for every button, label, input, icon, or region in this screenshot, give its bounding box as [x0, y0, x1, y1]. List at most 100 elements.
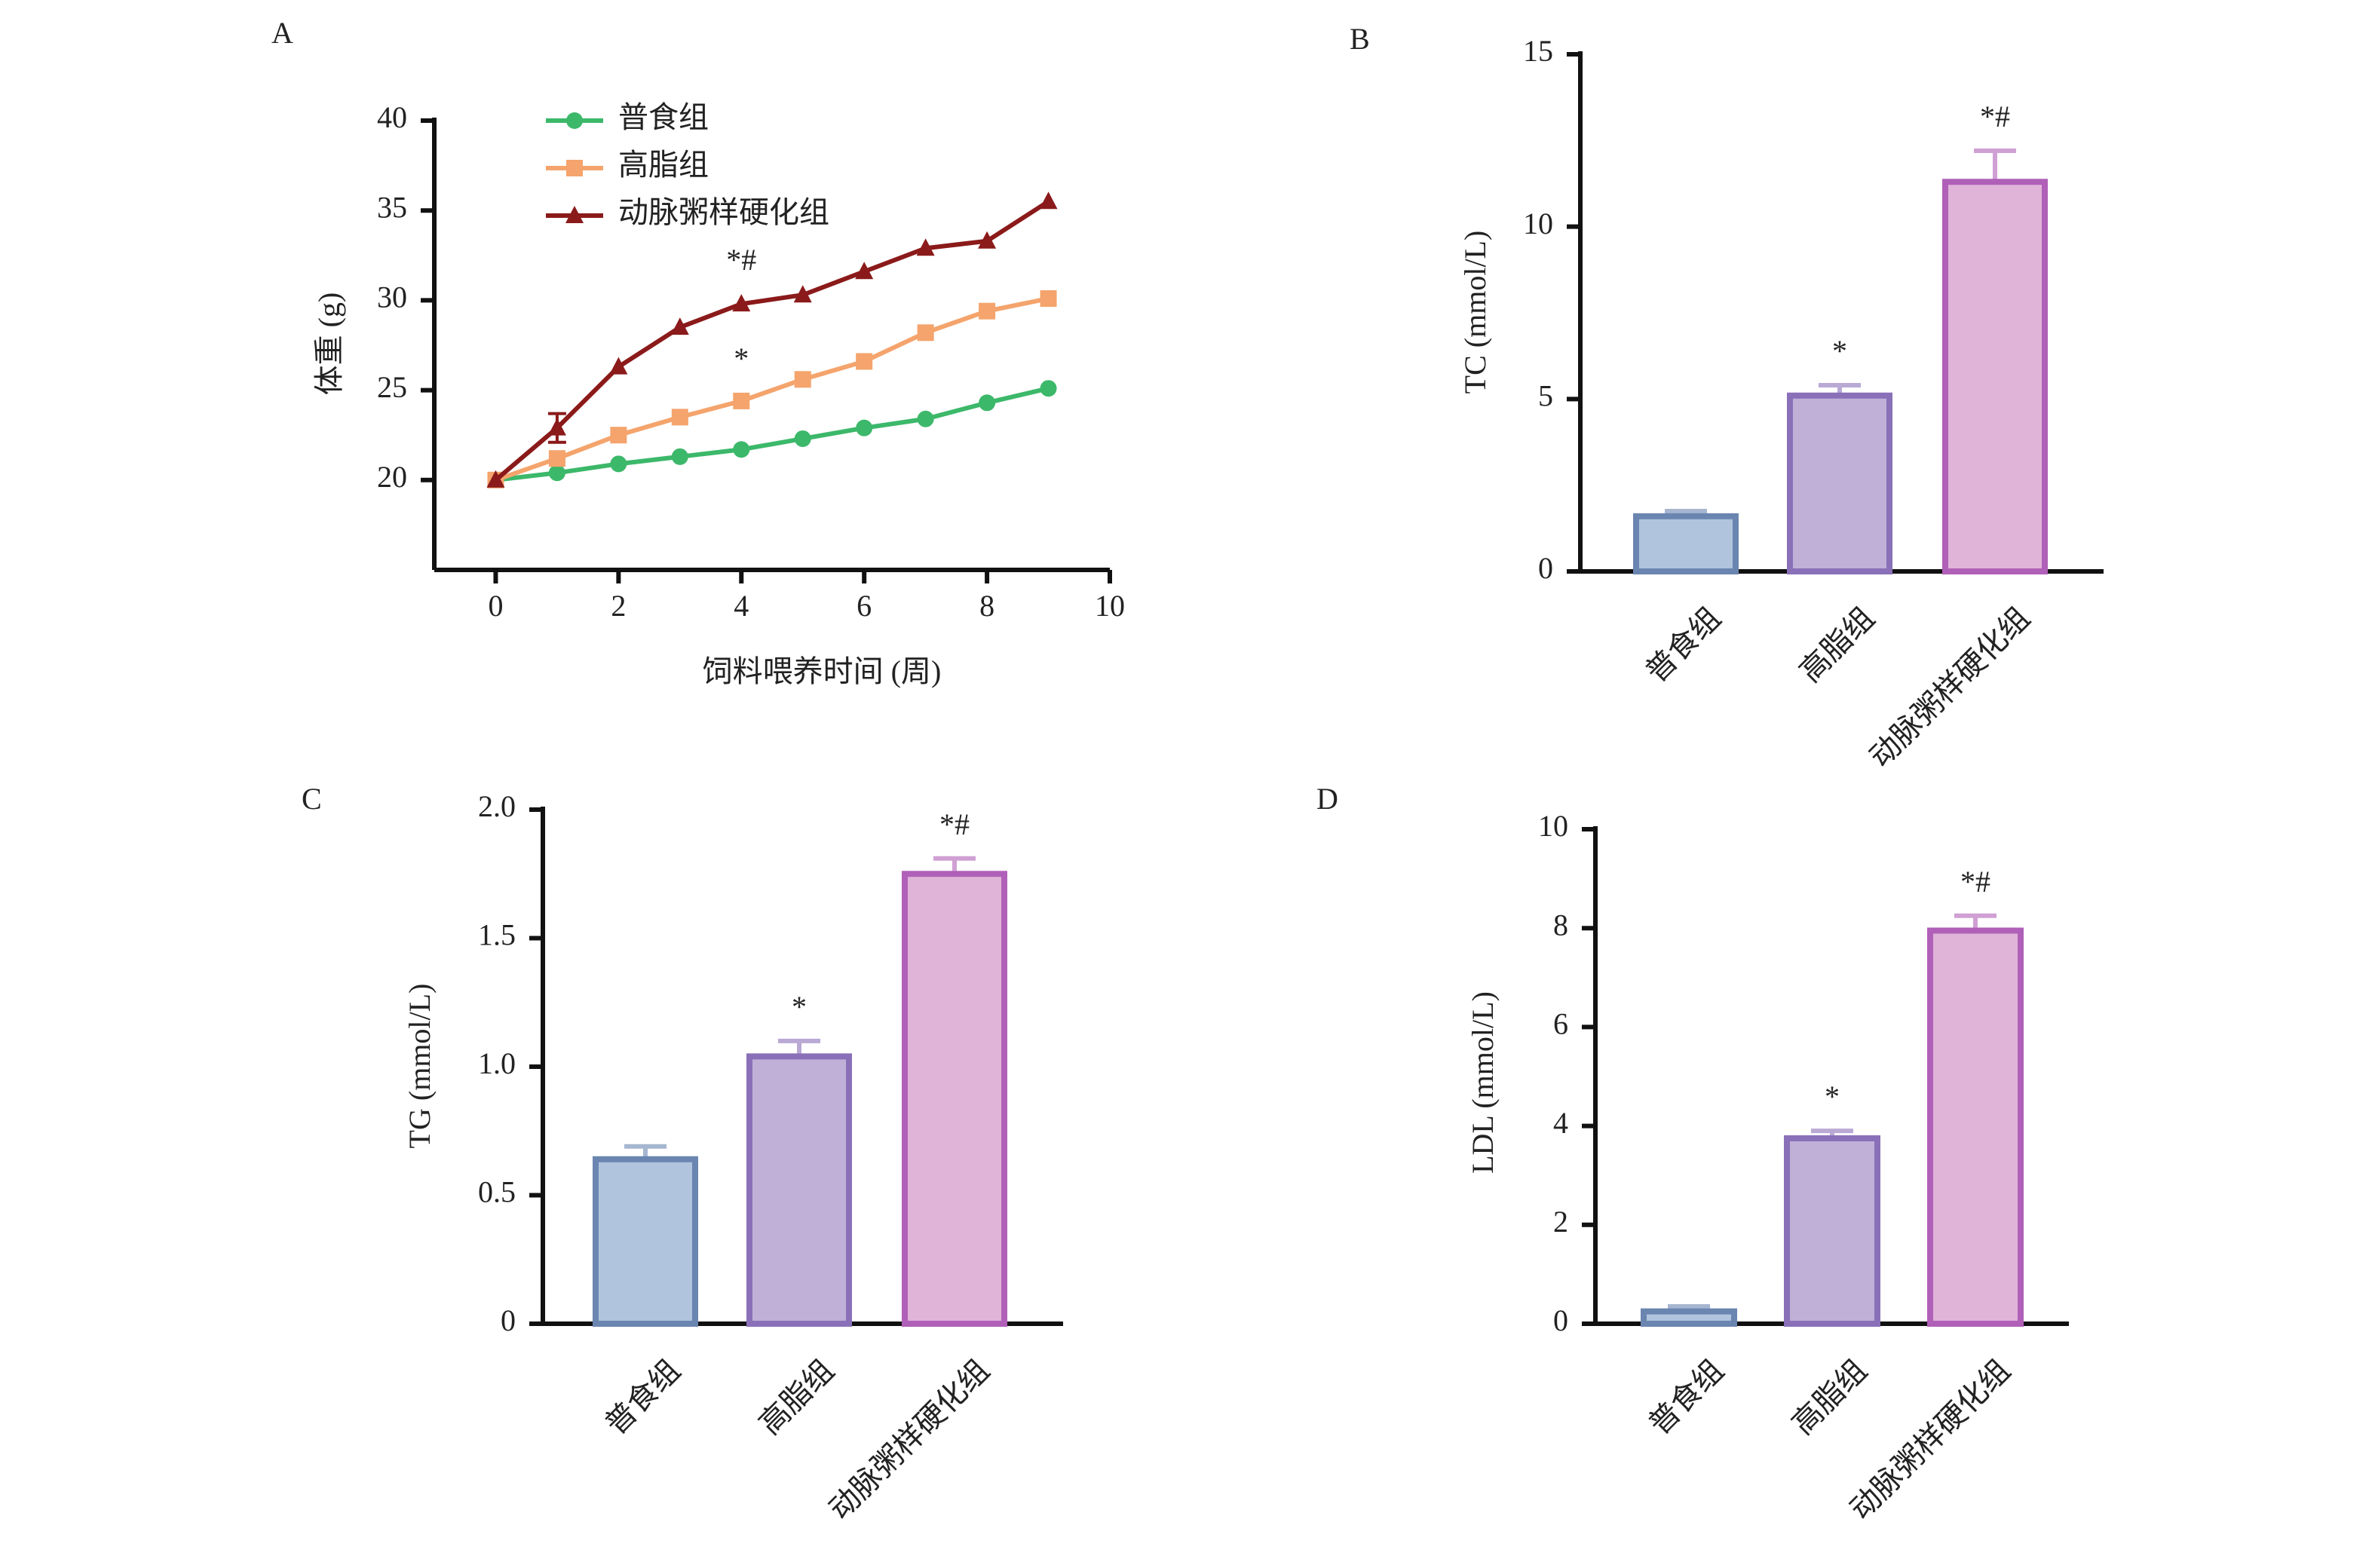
y-tick-label: 1.5	[478, 918, 516, 952]
y-tick-label: 30	[377, 280, 407, 314]
marker	[671, 409, 688, 426]
y-tick-label: 15	[1523, 34, 1553, 68]
marker	[793, 285, 812, 303]
panel-label: D	[1316, 782, 1338, 816]
y-tick-label: 10	[1523, 207, 1553, 240]
marker	[486, 470, 505, 488]
marker	[855, 262, 874, 280]
y-tick-label: 0	[501, 1303, 516, 1337]
x-tick-label: 动脉粥样硬化组	[823, 1353, 996, 1527]
series-line	[494, 199, 1050, 482]
y-tick-label: 10	[1538, 809, 1568, 843]
annotation: *#	[1980, 100, 2010, 133]
y-tick-label: 2	[1553, 1205, 1568, 1239]
y-axis-label: 体重 (g)	[312, 292, 346, 396]
x-tick-label: 2	[611, 589, 626, 623]
annotation: *	[734, 341, 749, 375]
annotation: *	[792, 990, 807, 1024]
x-tick-label: 普食组	[1639, 601, 1727, 689]
marker	[794, 371, 811, 388]
marker	[794, 430, 811, 447]
y-tick-label: 40	[377, 100, 407, 134]
bar	[902, 871, 1007, 1327]
y-tick-label: 20	[377, 460, 407, 494]
x-tick-label: 动脉粥样硬化组	[1863, 601, 2036, 774]
x-tick-label: 4	[734, 589, 749, 623]
y-tick-label: 8	[1553, 908, 1568, 942]
x-tick-label: 高脂组	[1793, 601, 1881, 689]
marker	[1039, 191, 1058, 210]
x-tick-label: 0	[488, 589, 503, 623]
y-tick-label: 25	[377, 370, 407, 404]
y-axis-label: LDL (mmol/L)	[1466, 991, 1500, 1174]
marker	[1040, 380, 1057, 397]
marker	[671, 448, 688, 465]
legend-marker	[566, 112, 583, 129]
x-tick-label: 普食组	[599, 1353, 687, 1441]
y-axis-label: TC (mmol/L)	[1458, 231, 1492, 394]
marker	[917, 410, 934, 427]
x-tick-label: 高脂组	[752, 1353, 841, 1441]
panel-label: C	[302, 782, 322, 816]
marker	[733, 441, 750, 458]
y-tick-label: 0	[1538, 551, 1553, 585]
y-tick-label: 2.0	[478, 789, 516, 823]
annotation: *	[1825, 1080, 1840, 1113]
marker	[978, 231, 997, 249]
series-line	[495, 386, 1050, 482]
marker	[610, 427, 627, 444]
annotation: *#	[939, 807, 970, 841]
marker	[609, 357, 628, 375]
series-line	[495, 296, 1050, 482]
marker	[610, 455, 627, 473]
bar	[1927, 927, 2024, 1327]
bar	[1641, 1308, 1737, 1327]
y-tick-label: 4	[1553, 1106, 1568, 1140]
y-axis-label: TG (mmol/L)	[403, 984, 437, 1149]
annotation: *	[1832, 334, 1847, 368]
y-tick-label: 35	[377, 190, 407, 224]
marker	[1040, 290, 1057, 308]
y-tick-label: 0	[1553, 1303, 1568, 1337]
legend-marker	[565, 206, 584, 223]
marker	[979, 394, 996, 412]
panel-label: A	[271, 16, 293, 50]
annotation: *#	[1960, 865, 1990, 899]
x-tick-label: 8	[979, 589, 994, 623]
y-tick-label: 1.0	[478, 1046, 516, 1080]
y-tick-label: 0.5	[478, 1175, 516, 1209]
marker	[548, 450, 565, 467]
marker	[732, 294, 751, 312]
legend-label: 高脂组	[618, 148, 709, 182]
x-tick-label: 6	[857, 589, 872, 623]
legend-label: 动脉粥样硬化组	[618, 195, 829, 229]
marker	[917, 324, 934, 341]
marker	[547, 418, 566, 436]
legend-marker	[566, 160, 583, 176]
error-bar	[1974, 149, 2016, 182]
bar	[593, 1156, 698, 1328]
x-tick-label: 10	[1095, 589, 1125, 623]
bar	[1784, 1135, 1880, 1327]
bar	[1942, 179, 2048, 575]
x-tick-label: 普食组	[1642, 1353, 1730, 1441]
panel-label: B	[1350, 22, 1370, 56]
marker	[733, 392, 750, 409]
y-tick-label: 5	[1538, 379, 1553, 413]
bar	[1787, 392, 1892, 575]
bar	[1633, 513, 1739, 574]
y-tick-label: 6	[1553, 1007, 1568, 1041]
annotation: *#	[726, 243, 756, 277]
legend-label: 普食组	[618, 100, 709, 134]
x-tick-label: 高脂组	[1785, 1353, 1874, 1441]
marker	[548, 464, 565, 482]
x-axis-label: 饲料喂养时间 (周)	[703, 654, 942, 688]
marker	[979, 302, 996, 320]
marker	[670, 317, 689, 335]
bar	[746, 1053, 852, 1327]
marker	[856, 419, 873, 436]
marker	[916, 238, 935, 256]
marker	[856, 353, 873, 370]
